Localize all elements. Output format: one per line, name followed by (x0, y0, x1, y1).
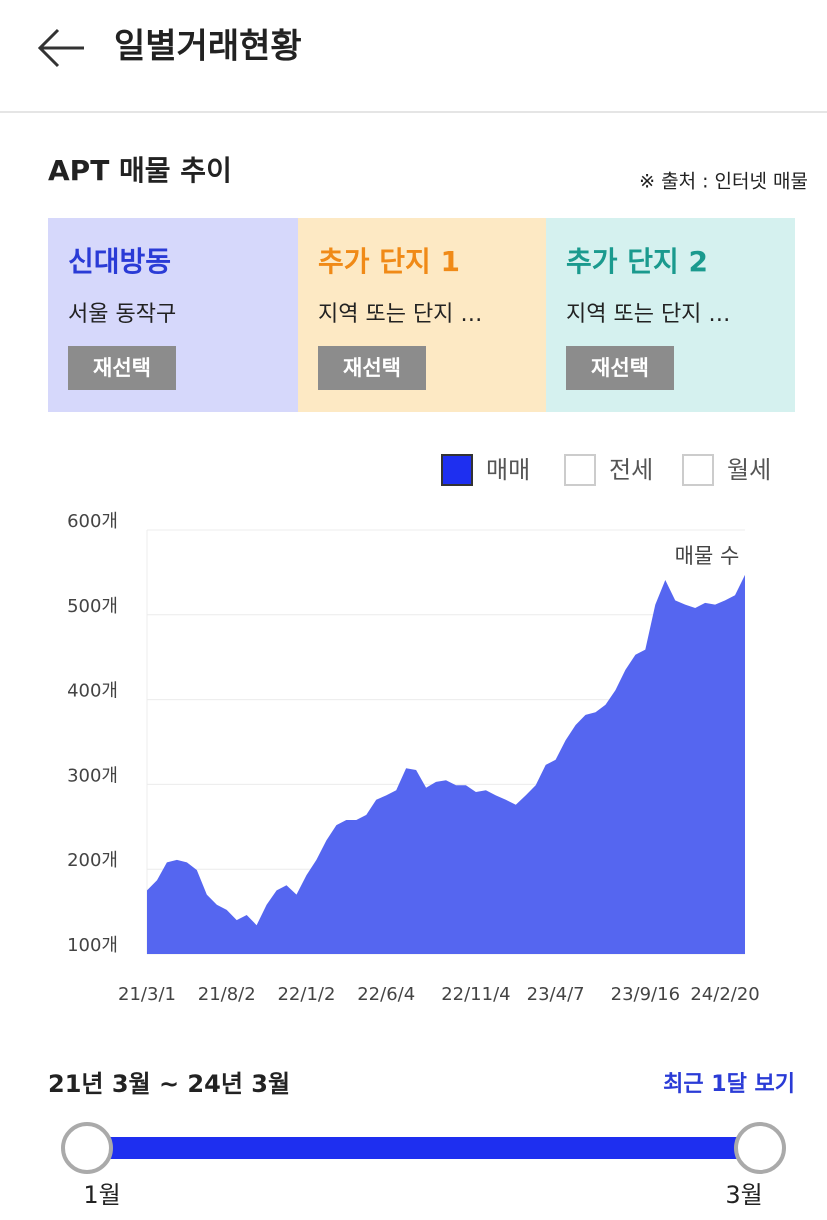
x-tick-label: 24/2/20 (690, 984, 759, 1005)
reselect-button-label[interactable]: 재선택 (591, 356, 649, 380)
x-tick-label: 22/1/2 (277, 984, 335, 1005)
y-tick-label: 100개 (67, 935, 118, 956)
slider-track (87, 1137, 760, 1159)
chart-annotation: 매물 수 (675, 544, 740, 568)
range-label: 21년 3월 ~ 24년 3월 (48, 1070, 290, 1098)
back-arrow[interactable] (37, 28, 84, 68)
x-tick-label: 21/3/1 (118, 984, 176, 1005)
filter-checkbox[interactable] (441, 454, 473, 486)
reselect-button[interactable] (566, 346, 674, 390)
card-title: 추가 단지 1 (318, 245, 460, 278)
card-title: 신대방동 (68, 245, 171, 278)
card-subtitle: 지역 또는 단지 … (318, 302, 482, 327)
filter-checkbox[interactable] (682, 454, 714, 486)
reselect-button[interactable] (318, 346, 426, 390)
section-title: APT 매물 추이 (48, 154, 232, 187)
x-tick-label: 23/9/16 (611, 984, 680, 1005)
y-tick-label: 200개 (67, 850, 118, 871)
back-button[interactable] (37, 28, 84, 68)
x-tick-label: 21/8/2 (198, 984, 256, 1005)
card-subtitle: 지역 또는 단지 … (566, 302, 730, 327)
filter-label[interactable]: 월세 (727, 456, 771, 484)
filter-label[interactable]: 전세 (609, 456, 653, 484)
reselect-button[interactable] (68, 346, 176, 390)
slider-handle-start[interactable] (61, 1122, 113, 1174)
recent-month-link[interactable]: 최근 1달 보기 (663, 1072, 795, 1097)
card-title: 추가 단지 2 (566, 245, 708, 278)
x-tick-label: 22/11/4 (441, 984, 510, 1005)
chart: 100개 200개 300개 400개 500개 600개 21/3/1 21/8/2 22/1… (67, 511, 760, 1005)
y-tick-label: 600개 (67, 511, 118, 532)
area (147, 574, 745, 954)
x-tick-label: 22/6/4 (357, 984, 415, 1005)
y-tick-label: 300개 (67, 765, 118, 786)
source-note: ※ 출처 : 인터넷 매물 (639, 171, 808, 193)
filter-label[interactable]: 매매 (486, 456, 530, 484)
y-tick-label: 400개 (67, 681, 118, 702)
reselect-button-label[interactable]: 재선택 (343, 356, 401, 380)
card-subtitle: 서울 동작구 (68, 302, 176, 327)
filter-checkbox[interactable] (564, 454, 596, 486)
y-tick-label: 500개 (67, 596, 118, 617)
slider-handle-end[interactable] (734, 1122, 786, 1174)
slider-start-label: 1월 (83, 1181, 120, 1209)
filters: 매매 전세 월세 (441, 454, 771, 486)
x-tick-label: 23/4/7 (527, 984, 585, 1005)
reselect-button-label[interactable]: 재선택 (93, 356, 151, 380)
slider-end-label: 3월 (725, 1181, 762, 1209)
page-title: 일별거래현황 (114, 27, 302, 67)
